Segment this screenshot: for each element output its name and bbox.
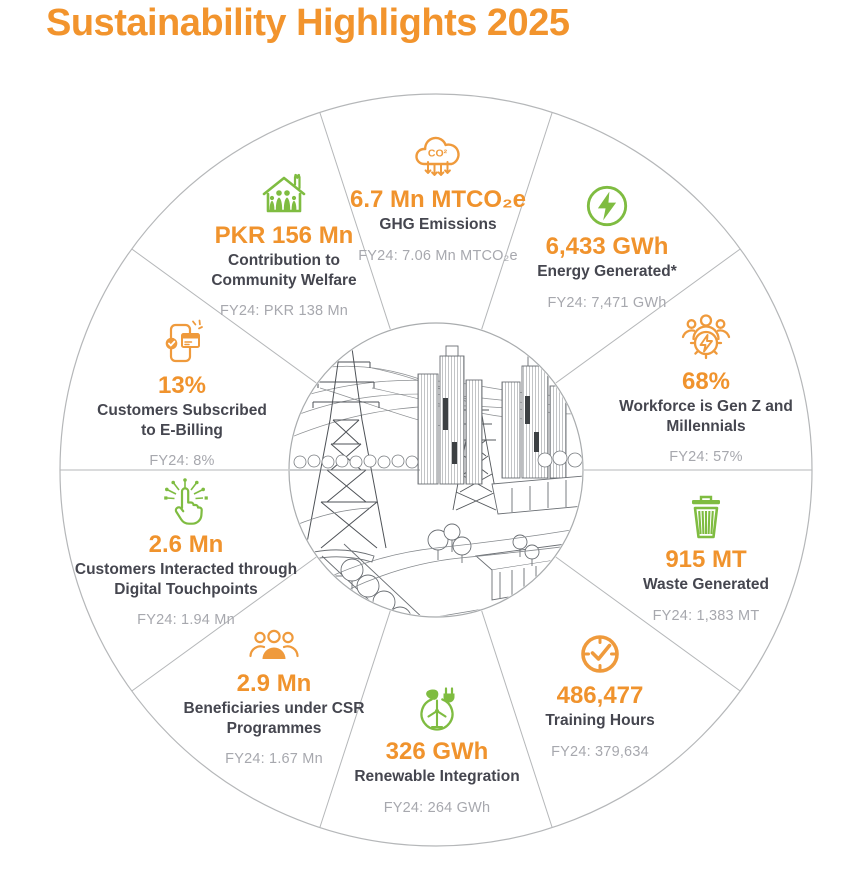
clock-icon	[576, 630, 624, 678]
metric-label: Training Hours	[545, 712, 655, 730]
renewable-plug-icon	[411, 686, 463, 734]
segment-energy-generated: 6,433 GWh Energy Generated* FY24: 7,471 …	[477, 183, 737, 311]
segment-digital-touchpoints: 2.6 Mn Customers Interacted through Digi…	[56, 477, 316, 628]
metric-label: Waste Generated	[642, 576, 770, 594]
metric-value: 915 MT	[665, 546, 747, 573]
metric-fy24: FY24: 1.67 Mn	[225, 750, 323, 767]
metric-fy24: FY24: 7,471 GWh	[547, 294, 667, 311]
metric-fy24: FY24: 1.94 Mn	[137, 611, 235, 628]
metric-label: Contribution to Community Welfare	[211, 252, 357, 289]
segment-community-welfare: PKR 156 Mn Contribution to Community Wel…	[154, 170, 414, 319]
co2-cloud-icon: CO²	[411, 132, 465, 182]
metric-value: 2.9 Mn	[236, 670, 312, 697]
metric-value: 68%	[681, 368, 731, 395]
metric-value: PKR 156 Mn	[214, 222, 354, 249]
segment-training-hours: 486,477 Training Hours FY24: 379,634	[470, 630, 730, 760]
wheel-spokes	[60, 112, 812, 828]
segment-renewable-integration: 326 GWh Renewable Integration FY24: 264 …	[307, 686, 567, 816]
metric-value: 486,477	[556, 682, 644, 709]
metric-fy24: FY24: 8%	[149, 452, 215, 469]
metric-label: Workforce is Gen Z and Millennials	[619, 398, 793, 435]
workforce-gear-icon	[679, 312, 733, 364]
metric-value: 2.6 Mn	[148, 531, 224, 558]
metric-fy24: FY24: 1,383 MT	[652, 607, 760, 624]
metric-fy24: FY24: 379,634	[551, 743, 649, 760]
energy-bolt-icon	[584, 183, 630, 229]
people-group-icon	[246, 628, 302, 666]
metric-fy24: FY24: PKR 138 Mn	[219, 302, 349, 319]
metric-label: Renewable Integration	[354, 768, 520, 786]
segment-waste-generated: 915 MT Waste Generated FY24: 1,383 MT	[576, 492, 836, 624]
power-city-illustration	[290, 326, 582, 616]
ebilling-phone-icon	[158, 318, 206, 368]
metric-value: 6,433 GWh	[545, 233, 669, 260]
page-title: Sustainability Highlights 2025	[46, 2, 570, 44]
segment-workforce: 68% Workforce is Gen Z and Millennials F…	[576, 312, 836, 465]
metric-label: Beneficiaries under CSR Programmes	[183, 700, 365, 737]
segment-ebilling: 13% Customers Subscribed to E-Billing FY…	[52, 318, 312, 469]
house-family-icon	[256, 170, 312, 218]
metric-label: Customers Subscribed to E-Billing	[97, 402, 267, 439]
metric-fy24: FY24: 57%	[669, 448, 743, 465]
touch-interaction-icon	[160, 477, 212, 527]
metric-value: 13%	[157, 372, 207, 399]
waste-bin-icon	[683, 492, 729, 542]
metric-fy24: FY24: 264 GWh	[383, 799, 491, 816]
segment-csr-beneficiaries: 2.9 Mn Beneficiaries under CSR Programme…	[144, 628, 404, 767]
metric-label: Energy Generated*	[537, 263, 677, 281]
metric-label: Customers Interacted through Digital Tou…	[74, 561, 298, 598]
metric-label: GHG Emissions	[379, 216, 497, 234]
metric-value: 6.7 Mn MTCO₂e	[349, 186, 526, 213]
metric-fy24: FY24: 7.06 Mn MTCO₂e	[358, 247, 518, 264]
metric-value: 326 GWh	[385, 738, 489, 765]
segment-ghg-emissions: CO² 6.7 Mn MTCO₂e GHG Emissions FY24: 7.…	[308, 132, 568, 264]
svg-text:CO²: CO²	[428, 148, 448, 160]
